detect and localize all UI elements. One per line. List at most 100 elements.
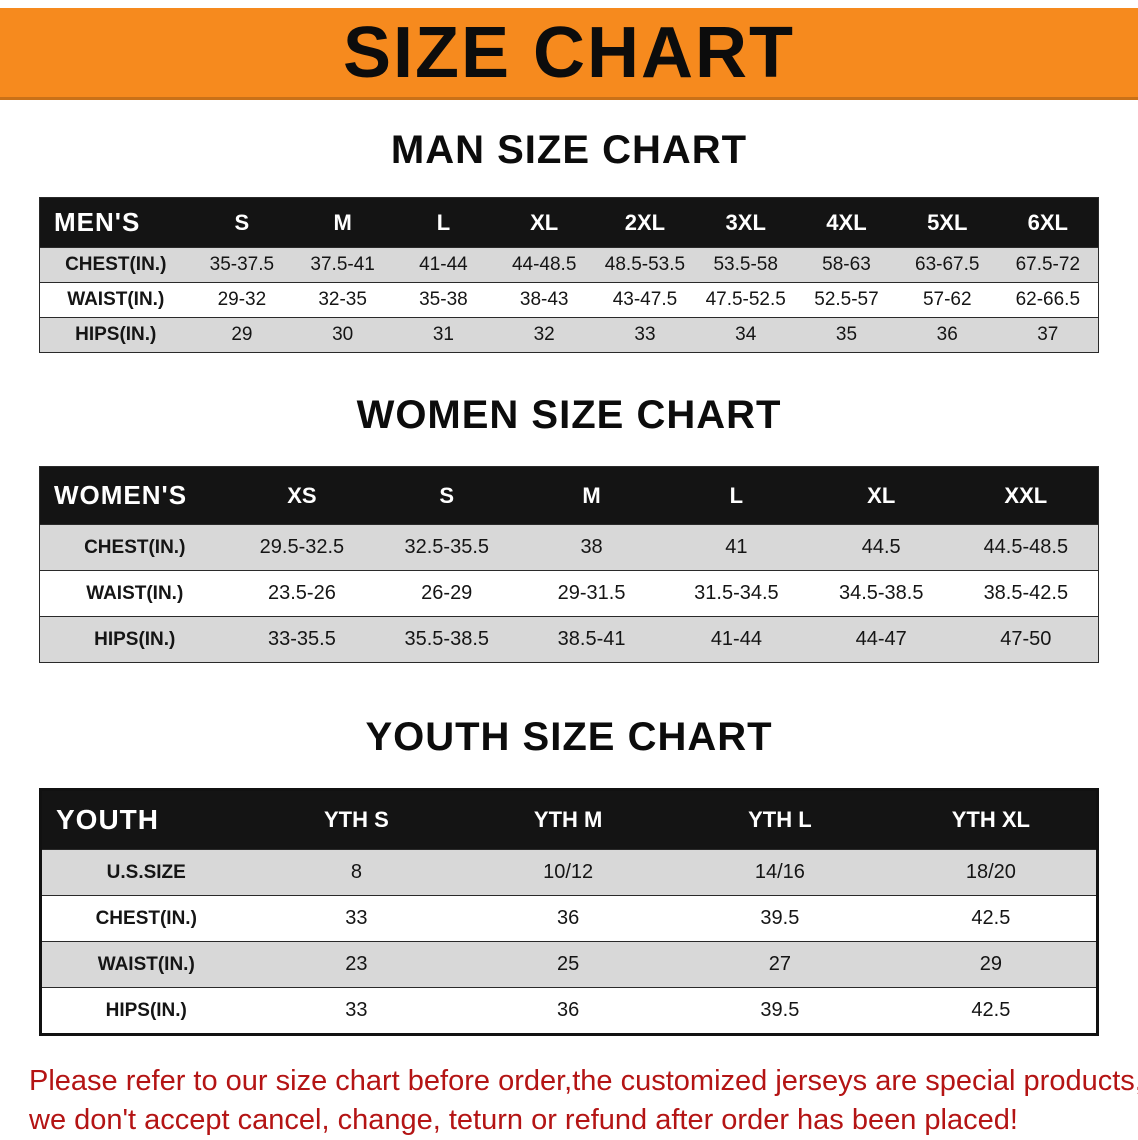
size-value-cell: 23.5-26	[267, 582, 336, 604]
row-label-cell: U.S.SIZE	[106, 861, 186, 883]
size-header-cell: 2XL	[624, 209, 666, 235]
disclaimer: Please refer to our size chart before or…	[29, 1062, 1138, 1140]
men-size-table: MEN'S S M L XL 2XL 3XL 4XL 5XL 6XL CHEST(IN.) 35-37…	[39, 197, 1099, 353]
row-label-cell: WAIST(IN.)	[86, 582, 184, 604]
row-label-cell: WAIST(IN.)	[97, 953, 195, 975]
size-value-cell: 32.5-35.5	[404, 536, 489, 558]
table-row: HIPS(IN.) 29 30 31 32 33 34 35 36 37	[39, 317, 1099, 353]
size-value-cell: 31	[432, 324, 454, 345]
size-value-cell: 42.5	[971, 999, 1011, 1021]
size-value-cell: 35.5-38.5	[404, 628, 489, 650]
size-header-cell: S	[439, 482, 455, 508]
size-value-cell: 33	[345, 999, 368, 1021]
size-value-cell: 33	[634, 324, 656, 345]
table-title-cell: MEN'S	[54, 207, 141, 237]
size-value-cell: 32-35	[318, 289, 367, 310]
size-value-cell: 31.5-34.5	[694, 582, 779, 604]
size-value-cell: 38	[580, 536, 603, 558]
size-value-cell: 52.5-57	[814, 289, 879, 310]
row-label-cell: WAIST(IN.)	[67, 289, 165, 310]
size-header-cell: 6XL	[1027, 209, 1068, 235]
size-value-cell: 33-35.5	[267, 628, 336, 650]
size-header-cell: S	[234, 209, 250, 235]
size-value-cell: 10/12	[543, 861, 594, 883]
youth-size-table: YOUTH YTH S YTH M YTH L YTH XL U.S.SIZE 8 10/12…	[39, 788, 1099, 1036]
size-value-cell: 47-50	[1000, 628, 1052, 650]
size-value-cell: 47.5-52.5	[705, 289, 786, 310]
disclaimer-line-1: Please refer to our size chart before or…	[29, 1065, 1138, 1097]
row-label-cell: CHEST(IN.)	[84, 536, 186, 558]
size-header-cell: XS	[287, 482, 317, 508]
size-value-cell: 62-66.5	[1015, 289, 1081, 310]
size-value-cell: 38-43	[519, 289, 569, 310]
size-value-cell: 23	[345, 953, 368, 975]
size-value-cell: 53.5-58	[713, 254, 778, 275]
size-value-cell: 27	[768, 953, 791, 975]
size-value-cell: 29	[979, 953, 1002, 975]
size-header-cell: YTH XL	[951, 807, 1030, 832]
table-row: CHEST(IN.) 35-37.5 37.5-41 41-44 44-48.5 48.5…	[39, 247, 1099, 283]
table-title-cell: YOUTH	[56, 804, 159, 835]
size-value-cell: 41-44	[710, 628, 762, 650]
women-section-heading: WOMEN SIZE CHART	[356, 393, 782, 437]
table-row: HIPS(IN.) 33-35.5 35.5-38.5 38.5-41 41-44 44-…	[39, 616, 1099, 663]
table-title-cell: WOMEN'S	[54, 480, 188, 510]
size-value-cell: 67.5-72	[1015, 254, 1081, 275]
size-header-cell: YTH S	[323, 807, 389, 832]
size-value-cell: 35	[835, 324, 858, 345]
size-value-cell: 37	[1037, 324, 1059, 345]
size-header-cell: M	[582, 482, 601, 508]
size-header-cell: YTH M	[533, 807, 603, 832]
row-label-cell: CHEST(IN.)	[95, 907, 197, 929]
size-value-cell: 44-47	[855, 628, 907, 650]
size-value-cell: 26-29	[421, 582, 473, 604]
banner-title: SIZE CHART	[343, 12, 795, 93]
size-header-cell: XL	[530, 209, 559, 235]
size-header-cell: XL	[867, 482, 896, 508]
size-value-cell: 29-31.5	[557, 582, 626, 604]
size-value-cell: 34	[735, 324, 757, 345]
size-value-cell: 36	[936, 324, 958, 345]
size-value-cell: 42.5	[971, 907, 1011, 929]
table-row: WAIST(IN.) 23.5-26 26-29 29-31.5 31.5-34.5 34…	[39, 570, 1099, 617]
size-value-cell: 39.5	[760, 907, 800, 929]
size-value-cell: 30	[332, 324, 354, 345]
size-value-cell: 8	[350, 861, 362, 883]
size-value-cell: 38.5-41	[557, 628, 626, 650]
row-label-cell: HIPS(IN.)	[75, 324, 157, 345]
table-header-row: MEN'S S M L XL 2XL 3XL 4XL 5XL 6XL	[39, 197, 1099, 248]
size-value-cell: 41	[725, 536, 748, 558]
row-label-cell: HIPS(IN.)	[105, 999, 187, 1021]
size-header-cell: L	[436, 209, 451, 235]
size-value-cell: 18/20	[965, 861, 1016, 883]
size-header-cell: M	[333, 209, 352, 235]
size-value-cell: 34.5-38.5	[838, 582, 924, 604]
row-label-cell: CHEST(IN.)	[65, 254, 167, 275]
men-section-heading: MAN SIZE CHART	[390, 128, 748, 172]
size-value-cell: 36	[557, 999, 580, 1021]
size-value-cell: 44-48.5	[511, 254, 577, 275]
size-header-cell: XXL	[1004, 482, 1048, 508]
table-row: WAIST(IN.) 29-32 32-35 35-38 38-43 43-47.5 47.…	[39, 282, 1099, 318]
size-value-cell: 29	[231, 324, 253, 345]
size-value-cell: 43-47.5	[612, 289, 678, 310]
size-value-cell: 14/16	[754, 861, 805, 883]
size-header-cell: 3XL	[725, 209, 766, 235]
size-value-cell: 29-32	[217, 289, 267, 310]
size-chart-banner: SIZE CHART	[0, 8, 1138, 100]
size-value-cell: 29.5-32.5	[259, 536, 345, 558]
size-header-cell: 5XL	[927, 209, 968, 235]
size-header-cell: YTH L	[748, 807, 812, 832]
women-size-table: WOMEN'S XS S M L XL XXL CHEST(IN.) 29.5-32.5 32.5…	[39, 466, 1099, 663]
size-value-cell: 44.5-48.5	[983, 536, 1069, 558]
table-row: HIPS(IN.) 33 36 39.5 42.5	[40, 987, 1098, 1035]
size-value-cell: 38.5-42.5	[983, 582, 1069, 604]
size-value-cell: 32	[533, 324, 555, 345]
table-row: CHEST(IN.) 29.5-32.5 32.5-35.5 38 41 44.5 44.5…	[39, 524, 1099, 571]
table-row: WAIST(IN.) 23 25 27 29	[40, 941, 1098, 988]
size-value-cell: 35-37.5	[209, 254, 275, 275]
size-value-cell: 36	[557, 907, 580, 929]
size-header-cell: 4XL	[826, 209, 867, 235]
size-value-cell: 39.5	[760, 999, 800, 1021]
table-row: CHEST(IN.) 33 36 39.5 42.5	[40, 895, 1098, 942]
